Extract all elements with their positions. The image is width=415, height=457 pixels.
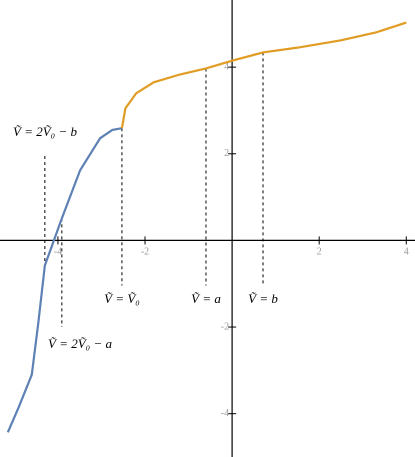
annotation-label: Ṽ = 2Ṽ₀ − a xyxy=(48,336,112,351)
y-tick-label: -4 xyxy=(221,408,229,419)
annotation-label: Ṽ = Ṽ₀ xyxy=(104,291,140,306)
x-tick-label: 4 xyxy=(404,247,409,258)
x-tick-label: -4 xyxy=(54,247,62,258)
annotation-label: Ṽ = a xyxy=(191,291,221,306)
curve xyxy=(6,127,123,433)
annotation-label: Ṽ = b xyxy=(248,291,278,306)
x-tick-label: -2 xyxy=(141,247,149,258)
curve xyxy=(120,21,407,129)
y-tick-label: 2 xyxy=(224,148,229,159)
y-tick-label: -2 xyxy=(221,321,229,332)
annotation-label: Ṽ = 2Ṽ₀ − b xyxy=(13,124,77,139)
y-tick-label: 4 xyxy=(224,61,229,72)
x-tick-label: 2 xyxy=(317,247,322,258)
